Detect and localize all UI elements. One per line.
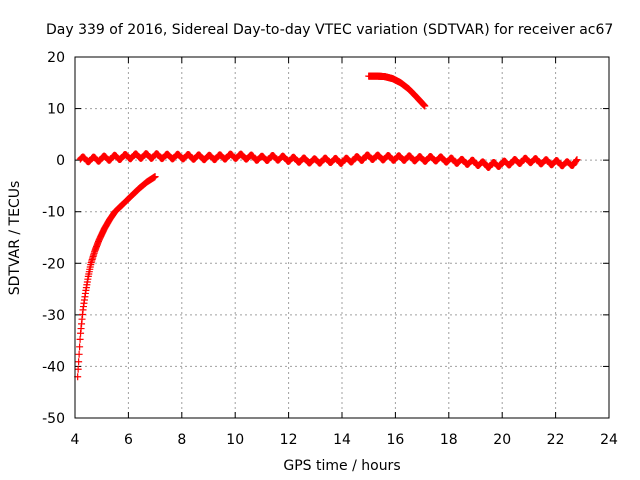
x-tick-label: 18: [440, 432, 458, 448]
x-tick-label: 8: [177, 432, 186, 448]
data-point: [75, 350, 83, 358]
data-point: [572, 156, 580, 164]
x-tick-label: 6: [124, 432, 133, 448]
series-2: [365, 72, 429, 110]
data-point: [76, 335, 84, 343]
plot-frame: [74, 56, 610, 419]
data-point: [421, 102, 429, 110]
y-tick-label: 0: [56, 153, 65, 169]
y-tick-label: -30: [42, 308, 65, 324]
x-tick-label: 22: [547, 432, 565, 448]
x-axis-title: GPS time / hours: [283, 458, 400, 474]
data-point: [75, 358, 83, 366]
data-points: [74, 72, 581, 381]
data-point: [151, 173, 159, 181]
grid: [75, 57, 609, 418]
x-tick-label: 16: [386, 432, 404, 448]
series-0: [74, 173, 159, 381]
y-axis-title: SDTVAR / TECUs: [7, 181, 23, 296]
x-tick-label: 4: [71, 432, 80, 448]
y-tick-label: -10: [42, 205, 65, 221]
chart-title: Day 339 of 2016, Sidereal Day-to-day VTE…: [46, 22, 613, 38]
data-point: [573, 156, 581, 164]
x-tick-label: 12: [280, 432, 298, 448]
y-tick-label: 10: [47, 102, 65, 118]
y-tick-label: -20: [42, 256, 65, 272]
series-1: [76, 150, 581, 172]
x-tick-label: 24: [600, 432, 618, 448]
x-tick-label: 14: [333, 432, 351, 448]
data-point: [74, 365, 82, 373]
y-tick-label: -50: [42, 411, 65, 427]
x-tick-label: 10: [226, 432, 244, 448]
y-tick-label: 20: [47, 50, 65, 66]
data-point: [76, 343, 84, 351]
x-tick-label: 20: [493, 432, 511, 448]
y-tick-label: -40: [42, 359, 65, 375]
tick-labels: 4 6 8 10 12 14 16 18 20 22 24 -50 -40 -30 -20 -10 0 10 20: [42, 50, 618, 448]
